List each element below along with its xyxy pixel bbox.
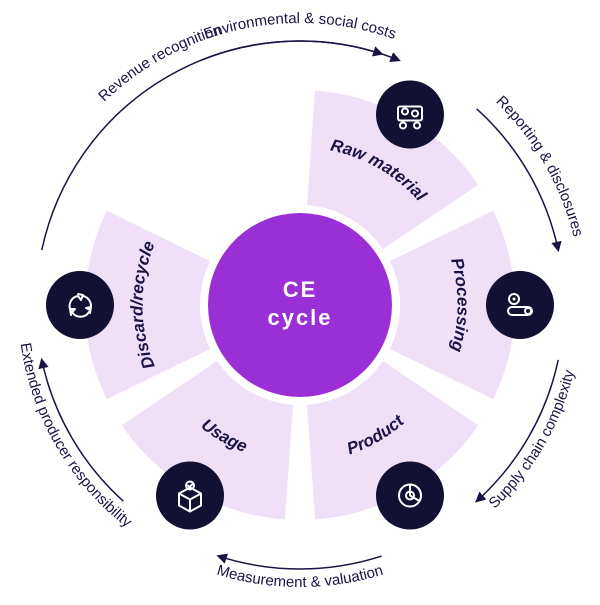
icon-proc: [486, 271, 554, 339]
icon-recycle: [46, 271, 114, 339]
outer-arrow-product: [218, 556, 381, 569]
icon-usage: [156, 462, 224, 530]
center-line2: cycle: [267, 305, 332, 330]
outer-arrow-env: [201, 41, 399, 60]
outer-label-proc: Supply chain complexity: [485, 368, 578, 512]
outer-label-product: Measurement & valuation: [215, 562, 385, 591]
outer-label-env: Environmental & social costs: [202, 10, 399, 43]
icon-raw: [376, 80, 444, 148]
outer-label-raw: Reporting & disclosures: [493, 93, 587, 239]
center-line1: CE: [283, 277, 318, 302]
icon-product: [376, 462, 444, 530]
